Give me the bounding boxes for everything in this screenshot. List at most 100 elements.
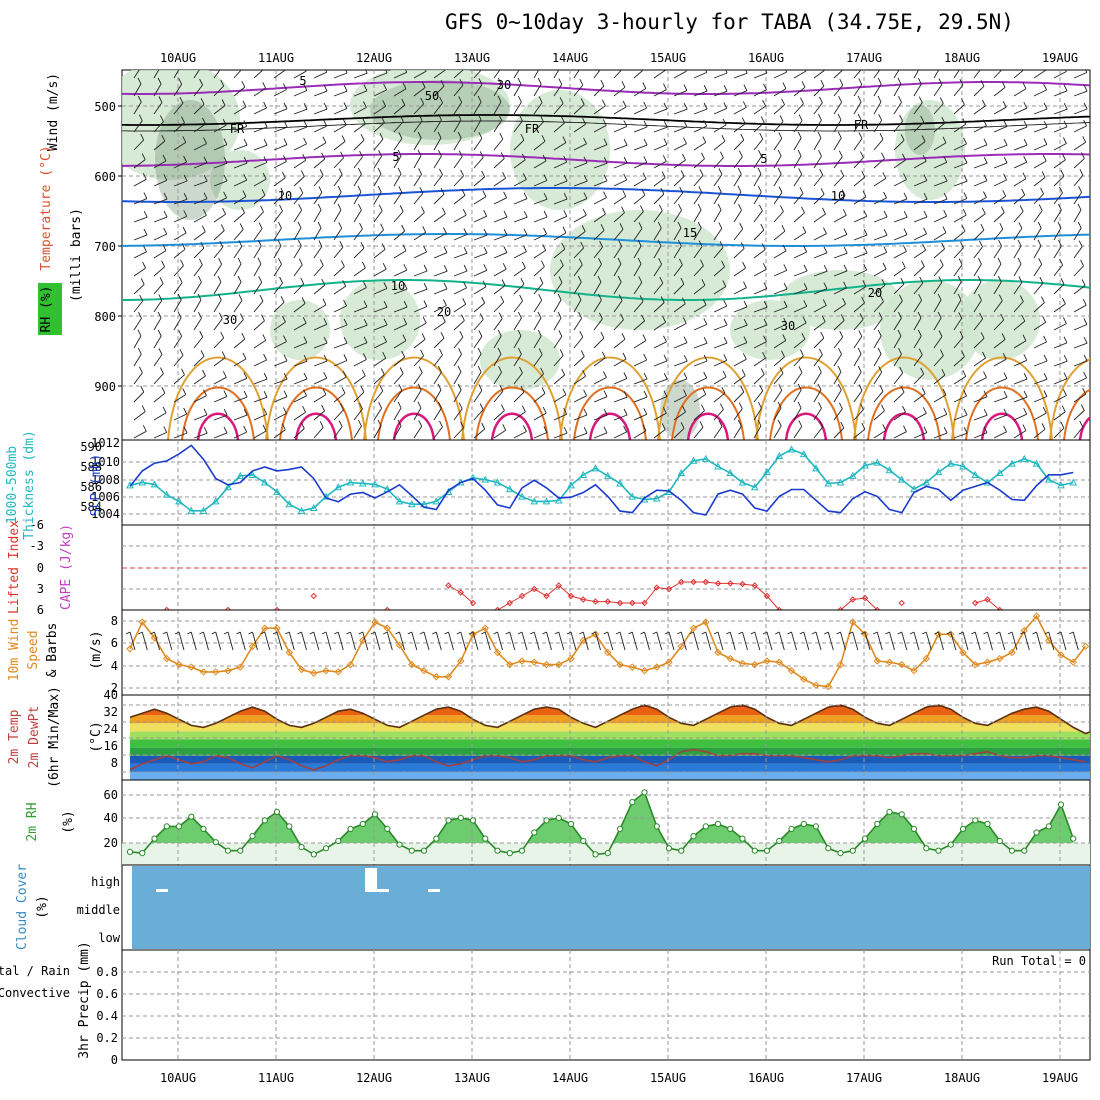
wind-barb bbox=[373, 229, 384, 241]
wind-barb bbox=[993, 378, 1008, 385]
wind-barb-flag bbox=[583, 137, 587, 145]
wind-barb bbox=[453, 156, 463, 169]
wind-barb bbox=[513, 353, 522, 367]
date-label-top: 16AUG bbox=[748, 51, 784, 65]
wind-barb bbox=[973, 197, 987, 205]
wind-barb-flag bbox=[743, 336, 748, 343]
wind-barb-10m bbox=[1011, 631, 1018, 651]
wind-barb bbox=[553, 432, 568, 439]
wind-barb bbox=[633, 282, 643, 295]
wind-barb-flag bbox=[818, 348, 823, 356]
wind-barb-flag bbox=[403, 317, 408, 325]
wind-barb-flag bbox=[621, 81, 626, 88]
temp-band bbox=[130, 731, 1090, 740]
wind-barb-flag bbox=[219, 61, 222, 67]
thickness-line-marker bbox=[518, 492, 526, 500]
wind-barb-flag bbox=[1045, 70, 1047, 71]
wind-barb bbox=[173, 70, 180, 79]
wind-barb bbox=[793, 155, 802, 169]
wind-barb bbox=[933, 282, 943, 295]
thickness-line-marker bbox=[1032, 459, 1041, 467]
wind-barb-10m bbox=[1023, 631, 1030, 651]
wind-barb-flag bbox=[502, 424, 507, 431]
thickness-line-marker bbox=[824, 479, 833, 487]
wind-barb-flag bbox=[903, 228, 908, 235]
wind-barb-flag bbox=[799, 187, 804, 194]
wind-barb-flag bbox=[1080, 404, 1085, 411]
wind-speed-line-marker bbox=[787, 667, 796, 675]
wind-barb bbox=[393, 230, 405, 241]
wind-barb bbox=[413, 355, 424, 367]
wind-barb-flag bbox=[743, 84, 748, 91]
slp-tick-label: 1010 bbox=[91, 455, 120, 469]
wind-barb-flag bbox=[323, 84, 328, 92]
wind-barb bbox=[233, 338, 246, 349]
wind-barb bbox=[373, 407, 382, 421]
wind-barb-flag bbox=[203, 156, 208, 164]
wind-barb bbox=[953, 123, 966, 133]
wind-barb-flag bbox=[722, 280, 727, 287]
wind-barb bbox=[193, 247, 205, 259]
wind-barb bbox=[853, 196, 867, 205]
wind-barb-flag bbox=[357, 419, 362, 427]
rh-line-marker bbox=[200, 825, 207, 833]
wind-barb bbox=[433, 119, 442, 133]
thickness-line-marker bbox=[493, 478, 502, 486]
wind-barb bbox=[653, 210, 663, 223]
wind-barb-flag bbox=[1043, 138, 1048, 145]
wind-barb bbox=[713, 409, 724, 421]
thickness-tick-label: 586 bbox=[80, 480, 102, 494]
temp-tick-label: 40 bbox=[104, 688, 118, 702]
date-label-top: 10AUG bbox=[160, 51, 196, 65]
wind-barb bbox=[193, 231, 206, 241]
wind-barb-flag bbox=[517, 347, 522, 355]
wind-barb bbox=[153, 140, 166, 151]
wind-barb bbox=[673, 245, 682, 259]
wind-barb bbox=[1073, 342, 1088, 349]
wind-barb bbox=[913, 121, 925, 133]
wind-barb bbox=[1053, 283, 1065, 295]
wind-barb-flag bbox=[143, 228, 148, 236]
thickness-line-marker bbox=[248, 470, 257, 478]
wind-barb bbox=[193, 84, 203, 97]
wind-barb-flag bbox=[840, 169, 845, 177]
wind-speed-line-marker bbox=[910, 667, 918, 675]
contour-label: 30 bbox=[223, 313, 237, 327]
wind-barb-10m bbox=[680, 631, 687, 651]
wind-barb bbox=[533, 216, 548, 223]
wind-barb-10m bbox=[386, 631, 393, 651]
wind-barb-flag bbox=[301, 297, 306, 304]
wind-barb bbox=[353, 191, 362, 205]
wind-barb-flag bbox=[263, 101, 268, 109]
wind-barb-flag bbox=[378, 150, 383, 157]
lifted-index-tick-label: -6 bbox=[30, 518, 44, 532]
wind-barb bbox=[393, 425, 402, 439]
wind-barb-flag bbox=[817, 131, 822, 139]
wind-barb bbox=[693, 323, 707, 331]
wind-barb-flag bbox=[1023, 120, 1028, 128]
wind-barb bbox=[853, 269, 867, 277]
date-label-bottom: 15AUG bbox=[650, 1071, 686, 1085]
wind-barb bbox=[733, 72, 748, 79]
wind-barb-flag bbox=[282, 155, 287, 162]
wind-barb-flag bbox=[1022, 424, 1027, 431]
wind-barb-flag bbox=[137, 347, 142, 355]
wind-barb-flag bbox=[818, 96, 823, 104]
wind-barb-flag bbox=[623, 372, 628, 379]
wind-barb-flag bbox=[878, 312, 883, 319]
wind-barb-flag bbox=[477, 365, 482, 373]
wind-barb-flag bbox=[423, 264, 428, 272]
wind-barb-flag bbox=[718, 168, 723, 175]
contour-35c bbox=[1078, 416, 1090, 440]
wind-barb-flag bbox=[557, 311, 562, 319]
wind-barb bbox=[553, 413, 567, 421]
wind-barb bbox=[893, 335, 902, 349]
wind-barb-flag bbox=[323, 354, 328, 362]
wind-barb bbox=[213, 376, 227, 385]
wind-barb-flag bbox=[983, 426, 988, 433]
wind-barb bbox=[733, 425, 742, 439]
wind-barb-flag bbox=[739, 222, 744, 230]
wind-barb-flag bbox=[242, 190, 247, 197]
wind-barb-flag bbox=[477, 347, 482, 355]
wind-barb-flag bbox=[422, 316, 427, 324]
